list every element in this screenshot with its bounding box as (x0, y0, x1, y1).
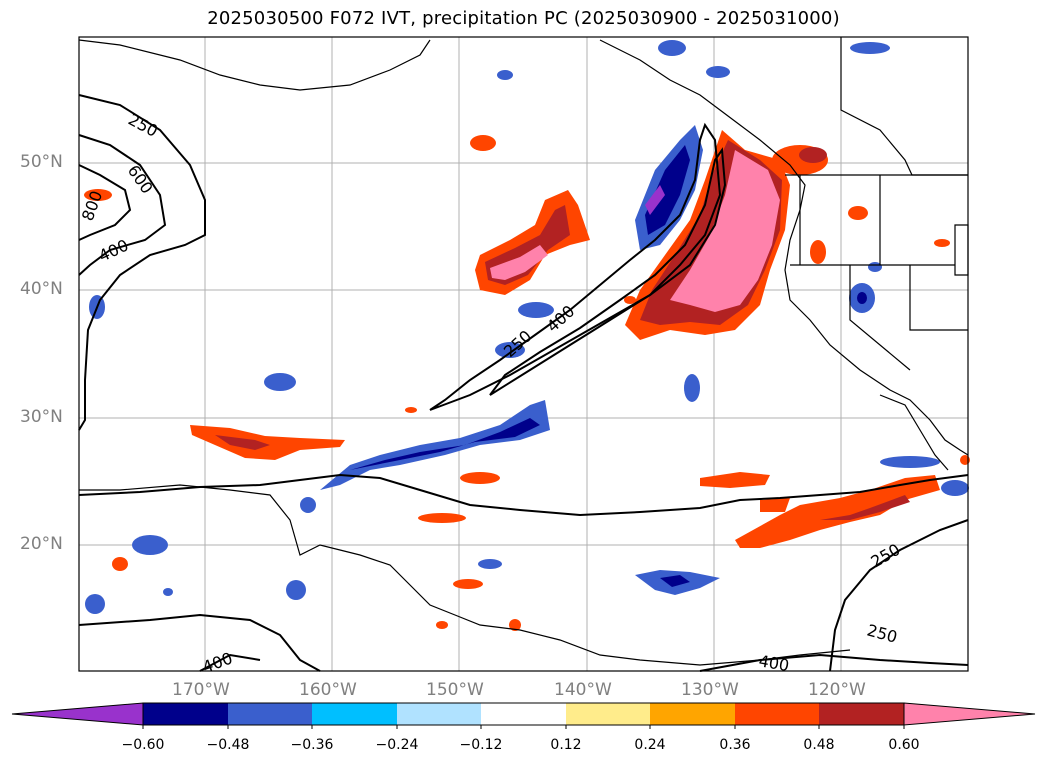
lon-label-120w: 120°W (808, 680, 866, 700)
contour-label-800: 800 (78, 188, 106, 223)
map-frame (78, 36, 969, 672)
lon-label-170w: 170°W (172, 680, 230, 700)
contour-label-400-south: 400 (757, 651, 790, 675)
negative-precip-regions (85, 40, 969, 614)
lat-label-20n: 20°N (20, 534, 63, 554)
colorbar-tick-label: 0.48 (803, 737, 835, 753)
lat-label-40n: 40°N (20, 279, 63, 299)
colorbar-tick-label: −0.60 (121, 737, 165, 753)
lat-label-30n: 30°N (20, 407, 63, 427)
colorbar-tick-label: 0.12 (550, 737, 582, 753)
colorbar-tick-label: 0.60 (888, 737, 920, 753)
colorbar-tick-label: −0.12 (459, 737, 503, 753)
lon-label-130w: 130°W (681, 680, 739, 700)
colorbar-tick-label: 0.24 (634, 737, 666, 753)
colorbar-tick-label: 0.36 (719, 737, 751, 753)
lon-label-160w: 160°W (299, 680, 357, 700)
ivt-contours (78, 94, 969, 672)
lon-label-140w: 140°W (554, 680, 612, 700)
contour-label-600: 600 (124, 161, 157, 197)
map-title: 2025030500 F072 IVT, precipitation PC (2… (207, 8, 840, 29)
colorbar-tick-label: −0.24 (375, 737, 419, 753)
coastlines (78, 37, 969, 666)
graticule (79, 37, 968, 671)
colorbar (11, 702, 1036, 729)
contour-label-400-west: 400 (96, 235, 132, 265)
contour-label-250: 250 (125, 110, 161, 141)
colorbar-tick-label: −0.48 (206, 737, 250, 753)
positive-precip-regions (84, 130, 970, 631)
lat-label-50n: 50°N (20, 152, 63, 172)
colorbar-tick-label: −0.36 (290, 737, 334, 753)
lon-label-150w: 150°W (426, 680, 484, 700)
contour-label-250-south: 250 (865, 621, 899, 647)
contour-label-250-southeast: 250 (868, 540, 904, 572)
